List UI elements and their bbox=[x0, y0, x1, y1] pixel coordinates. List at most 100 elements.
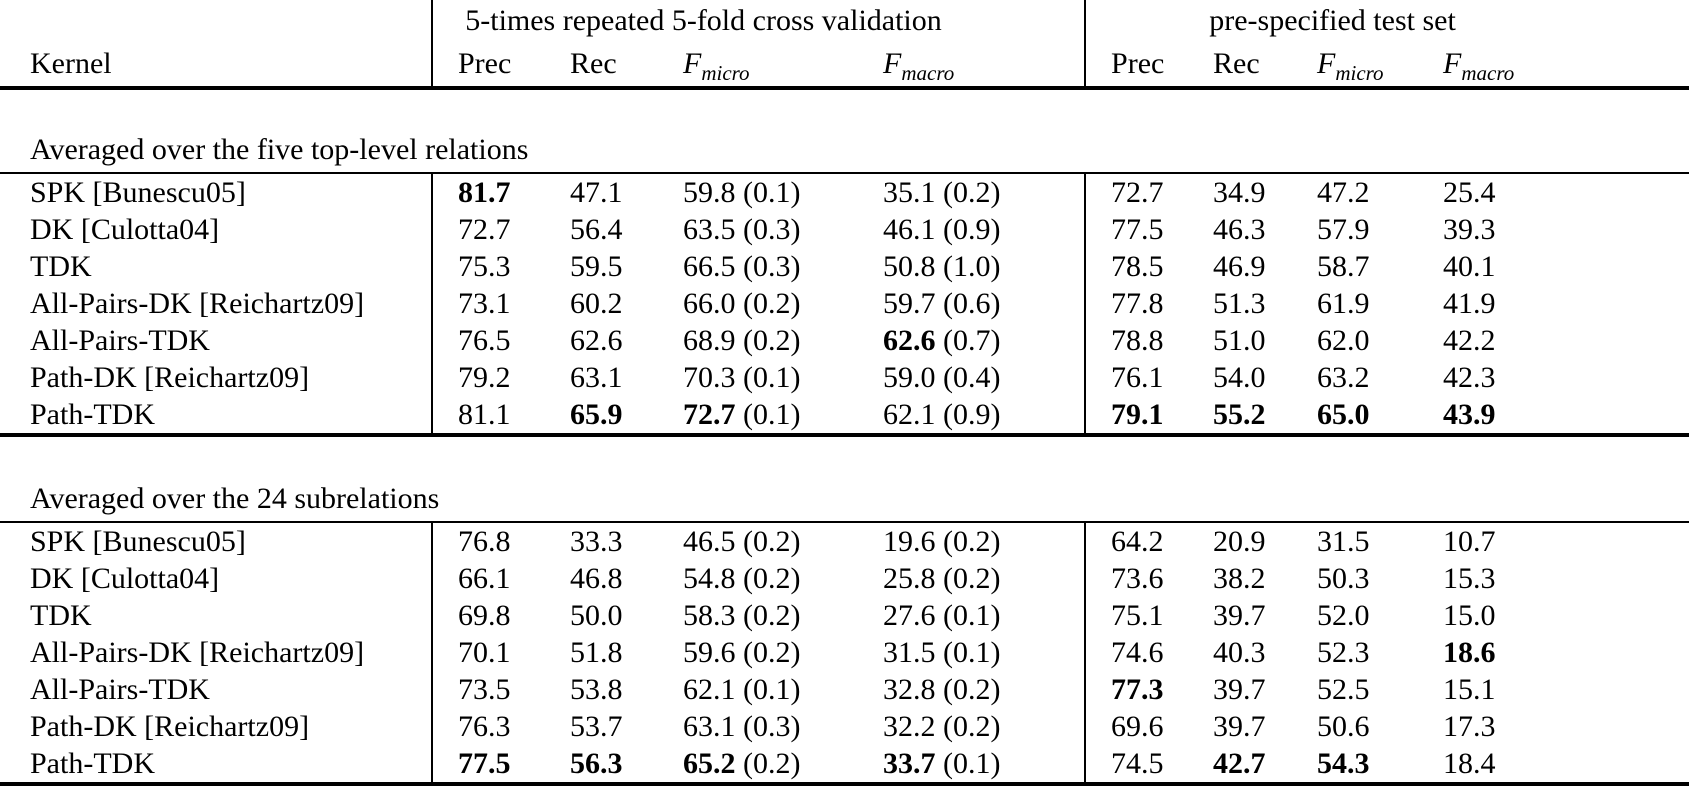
metric-cell: 75.1 bbox=[1084, 597, 1189, 634]
metric-value: 10.7 bbox=[1443, 524, 1496, 558]
header-test-prec: Prec bbox=[1084, 42, 1189, 90]
metric-value: 39.7 bbox=[1213, 598, 1266, 632]
metric-cell: 31.5 bbox=[1292, 522, 1418, 560]
table-row: Path-DK [Reichartz09] 76.3 53.7 63.1 (0.3) 3… bbox=[0, 708, 1689, 745]
metric-cell: 70.1 bbox=[431, 634, 545, 671]
metric-stddev: (0.3) bbox=[743, 212, 801, 246]
metric-cell: 50.8 (1.0) bbox=[858, 248, 1085, 285]
metric-value: 63.1 bbox=[683, 709, 736, 743]
metric-value: 41.9 bbox=[1443, 286, 1496, 320]
metric-cell: 31.5 (0.1) bbox=[858, 634, 1085, 671]
metric-cell: 61.9 bbox=[1292, 285, 1418, 322]
metric-value: 46.1 bbox=[883, 212, 936, 246]
metric-cell: 81.1 bbox=[431, 396, 545, 437]
kernel-cell: DK [Culotta04] bbox=[30, 212, 220, 246]
kernel-cell: All-Pairs-DK [Reichartz09] bbox=[30, 286, 365, 320]
metric-value: 32.8 bbox=[883, 672, 936, 706]
metric-value: 33.3 bbox=[570, 524, 623, 558]
metric-cell: 72.7 bbox=[1084, 173, 1189, 211]
section-top-level-relations: Averaged over the five top-level relatio… bbox=[0, 88, 1689, 437]
metric-value: 39.3 bbox=[1443, 212, 1496, 246]
metric-value: 55.2 bbox=[1213, 397, 1266, 431]
metric-cell: 53.7 bbox=[545, 708, 658, 745]
metric-value: 52.3 bbox=[1317, 635, 1370, 669]
kernel-cell: DK [Culotta04] bbox=[30, 561, 220, 595]
metric-value: 63.1 bbox=[570, 360, 623, 394]
metric-cell: 77.5 bbox=[431, 745, 545, 786]
metric-value: 34.9 bbox=[1213, 175, 1266, 209]
metric-value: 74.6 bbox=[1111, 635, 1164, 669]
metric-value: 59.0 bbox=[883, 360, 936, 394]
metric-cell: 64.2 bbox=[1084, 522, 1189, 560]
metric-value: 59.6 bbox=[683, 635, 736, 669]
metric-cell: 60.2 bbox=[545, 285, 658, 322]
metric-cell: 56.3 bbox=[545, 745, 658, 786]
table-row: SPK [Bunescu05] 76.8 33.3 46.5 (0.2) 19.6 (0… bbox=[0, 522, 1689, 560]
metric-value: 79.1 bbox=[1111, 397, 1164, 431]
metric-value: 76.8 bbox=[458, 524, 511, 558]
metric-stddev: (0.1) bbox=[943, 635, 1001, 669]
metric-cell: 59.7 (0.6) bbox=[858, 285, 1085, 322]
table-row: All-Pairs-TDK 73.5 53.8 62.1 (0.1) 32.8 (0.2… bbox=[0, 671, 1689, 708]
table-header: 5-times repeated 5-fold cross validation… bbox=[0, 0, 1689, 90]
section-spacer bbox=[0, 88, 1689, 128]
metric-stddev: (0.7) bbox=[943, 323, 1001, 357]
metric-cell: 62.1 (0.9) bbox=[858, 396, 1086, 437]
metric-cell: 53.8 bbox=[545, 671, 658, 708]
kernel-cell: All-Pairs-TDK bbox=[30, 323, 210, 357]
metric-value: 56.4 bbox=[570, 212, 623, 246]
metric-value: 70.1 bbox=[458, 635, 511, 669]
header-group-test: pre-specified test set bbox=[1084, 0, 1689, 42]
metric-value: 62.6 bbox=[570, 323, 623, 357]
metric-cell: 63.2 bbox=[1292, 359, 1418, 396]
f-micro-subscript: micro bbox=[1335, 61, 1384, 85]
metric-cell: 62.6 (0.7) bbox=[858, 322, 1085, 359]
metric-stddev: (0.1) bbox=[743, 175, 801, 209]
header-test-rec: Rec bbox=[1188, 42, 1293, 90]
metric-stddev: (0.2) bbox=[943, 175, 1001, 209]
metric-stddev: (1.0) bbox=[943, 249, 1001, 283]
metric-cell: 15.0 bbox=[1418, 597, 1689, 634]
metric-value: 32.2 bbox=[883, 709, 936, 743]
metric-cell: 74.6 bbox=[1084, 634, 1189, 671]
metric-value: 81.1 bbox=[458, 397, 511, 431]
metric-value: 76.1 bbox=[1111, 360, 1164, 394]
metric-cell: 62.1 (0.1) bbox=[658, 671, 858, 708]
metric-value: 46.8 bbox=[570, 561, 623, 595]
kernel-cell: SPK [Bunescu05] bbox=[30, 175, 246, 209]
metric-cell: 50.3 bbox=[1292, 560, 1418, 597]
metric-cell: 78.5 bbox=[1084, 248, 1189, 285]
metric-value: 59.7 bbox=[883, 286, 936, 320]
table-row: DK [Culotta04] 66.1 46.8 54.8 (0.2) 25.8 (0.… bbox=[0, 560, 1689, 597]
table-row: All-Pairs-DK [Reichartz09] 73.1 60.2 66.0 (… bbox=[0, 285, 1689, 322]
metric-cell: 57.9 bbox=[1292, 211, 1418, 248]
metric-value: 19.6 bbox=[883, 524, 936, 558]
metric-stddev: (0.2) bbox=[743, 635, 801, 669]
metric-cell: 76.3 bbox=[431, 708, 545, 745]
metric-value: 62.1 bbox=[883, 397, 936, 431]
metric-cell: 15.1 bbox=[1418, 671, 1689, 708]
metric-cell: 63.1 bbox=[545, 359, 658, 396]
metric-value: 53.8 bbox=[570, 672, 623, 706]
header-test-fmicro: Fmicro bbox=[1292, 42, 1419, 90]
metric-value: 77.8 bbox=[1111, 286, 1164, 320]
metric-value: 54.8 bbox=[683, 561, 736, 595]
metric-value: 47.2 bbox=[1317, 175, 1370, 209]
metric-value: 76.5 bbox=[458, 323, 511, 357]
metric-cell: 46.5 (0.2) bbox=[658, 522, 858, 560]
metric-cell: 15.3 bbox=[1418, 560, 1689, 597]
kernel-cell: All-Pairs-TDK bbox=[30, 672, 210, 706]
metric-cell: 39.7 bbox=[1188, 671, 1292, 708]
metric-cell: 66.1 bbox=[431, 560, 545, 597]
table-row: Path-TDK 81.1 65.9 72.7 (0.1) 62.1 (0.9) 79.1… bbox=[0, 396, 1689, 437]
metric-cell: 59.6 (0.2) bbox=[658, 634, 858, 671]
kernel-cell: Path-DK [Reichartz09] bbox=[30, 709, 310, 743]
metric-stddev: (0.3) bbox=[743, 709, 801, 743]
metric-stddev: (0.1) bbox=[943, 746, 1001, 780]
metric-value: 54.3 bbox=[1317, 746, 1370, 780]
kernel-cell: Path-TDK bbox=[0, 396, 432, 437]
kernel-cell: SPK [Bunescu05] bbox=[30, 524, 246, 558]
metric-value: 77.5 bbox=[1111, 212, 1164, 246]
metric-cell: 52.5 bbox=[1292, 671, 1418, 708]
metric-cell: 58.7 bbox=[1292, 248, 1418, 285]
